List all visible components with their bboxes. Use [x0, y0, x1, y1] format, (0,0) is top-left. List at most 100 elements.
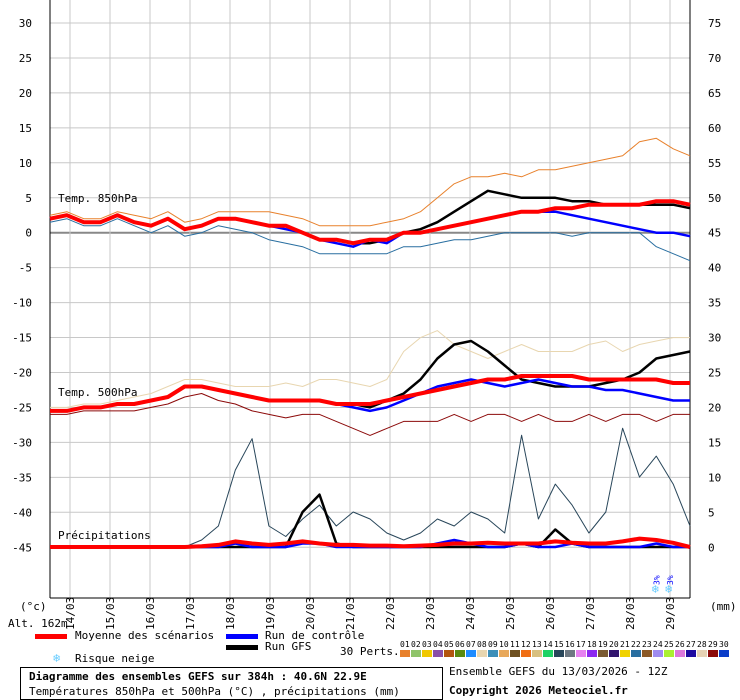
pert-number: 03 [422, 640, 432, 649]
x-tick-label: 21/03 [344, 597, 357, 630]
pert-swatch [587, 650, 597, 657]
x-tick-label: 23/03 [424, 597, 437, 630]
pert-number: 25 [664, 640, 674, 649]
x-tick-label: 19/03 [264, 597, 277, 630]
pert-number: 04 [433, 640, 443, 649]
left-tick-label: -30 [12, 436, 32, 449]
pert-number: 06 [455, 640, 465, 649]
pert-swatch [466, 650, 476, 657]
right-tick-label: 55 [708, 157, 721, 170]
pert-number: 16 [565, 640, 575, 649]
left-tick-label: 0 [25, 227, 32, 240]
right-tick-label: 35 [708, 297, 721, 310]
pert-number: 18 [587, 640, 597, 649]
left-tick-label: -40 [12, 506, 32, 519]
pert-swatch [422, 650, 432, 657]
right-tick-label: 65 [708, 87, 721, 100]
pert-number: 14 [543, 640, 553, 649]
series-t850-moyenne-des-sc-narios [49, 199, 691, 246]
right-tick-label: 5 [708, 506, 715, 519]
pert-swatch [433, 650, 443, 657]
pert-number: 12 [521, 640, 531, 649]
right-axis-unit: (mm) [710, 600, 737, 613]
legend-gfs-swatch [226, 645, 258, 650]
pert-swatch [631, 650, 641, 657]
run-info: Ensemble GEFS du 13/03/2026 - 12Z [449, 665, 668, 678]
chart-title: Diagramme des ensembles GEFS sur 384h : … [29, 670, 367, 683]
pert-swatch [532, 650, 542, 657]
series-t850-perts-min [49, 218, 691, 262]
altitude: Alt. 162m [8, 617, 68, 630]
pert-swatch [543, 650, 553, 657]
left-tick-label: -5 [19, 262, 32, 275]
x-tick-label: 28/03 [624, 597, 637, 630]
right-tick-label: 75 [708, 17, 721, 30]
legend-perts-label: 30 Perts. [340, 645, 400, 658]
pert-number: 05 [444, 640, 454, 649]
right-tick-label: 0 [708, 541, 715, 554]
legend-mean-label: Moyenne des scénarios [75, 629, 215, 642]
pert-number: 23 [642, 640, 652, 649]
pert-swatch [488, 650, 498, 657]
right-tick-label: 50 [708, 192, 721, 205]
copyright: Copyright 2026 Meteociel.fr [449, 684, 628, 697]
label-precip: Précipitations [58, 529, 151, 542]
pert-swatch [477, 650, 487, 657]
pert-swatch [576, 650, 586, 657]
x-tick-label: 15/03 [104, 597, 117, 630]
pert-swatch [686, 650, 696, 657]
legend-gfs-label: Run GFS [265, 640, 312, 653]
pert-swatch [642, 650, 652, 657]
pert-number: 08 [477, 640, 487, 649]
left-tick-label: 15 [19, 122, 32, 135]
pert-swatch [675, 650, 685, 657]
right-tick-label: 10 [708, 471, 721, 484]
pert-swatch [620, 650, 630, 657]
pert-number: 11 [510, 640, 520, 649]
right-tick-label: 70 [708, 52, 721, 65]
right-tick-label: 60 [708, 122, 721, 135]
x-tick-label: 22/03 [384, 597, 397, 630]
right-tick-label: 40 [708, 262, 721, 275]
snowflake-icon: ❄ [665, 582, 672, 596]
pert-number: 02 [411, 640, 421, 649]
left-tick-label: 10 [19, 157, 32, 170]
pert-number: 28 [697, 640, 707, 649]
snow-risk-percent: 3% [666, 575, 675, 585]
right-tick-label: 20 [708, 401, 721, 414]
series-t850-run-gfs [49, 189, 691, 245]
pert-number: 10 [499, 640, 509, 649]
left-tick-label: 20 [19, 87, 32, 100]
pert-number: 29 [708, 640, 718, 649]
pert-swatch [510, 650, 520, 657]
left-tick-label: 5 [25, 192, 32, 205]
pert-number: 22 [631, 640, 641, 649]
series-t850-perts-max [49, 137, 691, 227]
right-tick-label: 25 [708, 367, 721, 380]
pert-number: 15 [554, 640, 564, 649]
x-tick-label: 17/03 [184, 597, 197, 630]
left-tick-label: 30 [19, 17, 32, 30]
pert-swatch [719, 650, 729, 657]
pert-swatch [455, 650, 465, 657]
pert-swatch [664, 650, 674, 657]
x-tick-label: 20/03 [304, 597, 317, 630]
pert-number: 24 [653, 640, 663, 649]
series-t500-perts-max [50, 330, 690, 408]
x-tick-label: 25/03 [504, 597, 517, 630]
pert-swatch [444, 650, 454, 657]
pert-number: 19 [598, 640, 608, 649]
left-tick-label: -25 [12, 401, 32, 414]
snowflake-icon: ❄ [652, 582, 659, 596]
left-tick-label: 25 [19, 52, 32, 65]
series-t500-moyenne-des-sc-narios [50, 374, 690, 413]
pert-swatch [609, 650, 619, 657]
series-t500-perts-min [50, 393, 690, 436]
x-tick-label: 26/03 [544, 597, 557, 630]
pert-number: 27 [686, 640, 696, 649]
right-tick-label: 15 [708, 436, 721, 449]
left-tick-label: -15 [12, 332, 32, 345]
chart-subtitle: Températures 850hPa et 500hPa (°C) , pré… [29, 685, 400, 698]
right-tick-label: 30 [708, 332, 721, 345]
